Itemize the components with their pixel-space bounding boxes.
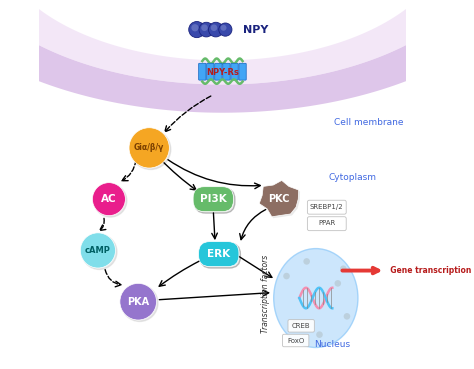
Circle shape	[120, 283, 156, 320]
Text: Giα/β/γ: Giα/β/γ	[134, 144, 164, 152]
Circle shape	[219, 23, 232, 36]
Polygon shape	[261, 182, 300, 218]
Text: ERK: ERK	[207, 249, 230, 259]
Circle shape	[191, 24, 199, 31]
FancyBboxPatch shape	[199, 63, 206, 80]
Circle shape	[130, 129, 171, 169]
Circle shape	[283, 273, 290, 279]
FancyBboxPatch shape	[193, 187, 233, 211]
Circle shape	[199, 22, 214, 37]
FancyBboxPatch shape	[223, 63, 230, 80]
FancyBboxPatch shape	[215, 63, 222, 80]
Text: NPY: NPY	[243, 25, 268, 35]
Circle shape	[80, 233, 116, 268]
FancyBboxPatch shape	[283, 334, 309, 347]
Text: Gene transcription: Gene transcription	[385, 266, 472, 275]
FancyBboxPatch shape	[231, 63, 238, 80]
FancyBboxPatch shape	[207, 63, 214, 80]
FancyBboxPatch shape	[199, 242, 239, 266]
Text: SREBP1/2: SREBP1/2	[310, 204, 344, 210]
Ellipse shape	[273, 249, 358, 348]
FancyBboxPatch shape	[239, 63, 246, 80]
Circle shape	[344, 313, 350, 320]
Text: Cytoplasm: Cytoplasm	[328, 173, 377, 182]
Text: CREB: CREB	[292, 323, 310, 329]
Circle shape	[340, 265, 346, 272]
Circle shape	[121, 285, 158, 321]
Circle shape	[303, 258, 310, 265]
Text: Nucleus: Nucleus	[314, 340, 350, 349]
FancyBboxPatch shape	[195, 188, 235, 213]
FancyBboxPatch shape	[308, 200, 346, 214]
Text: Cell membrane: Cell membrane	[334, 118, 404, 127]
Circle shape	[189, 21, 205, 38]
Text: PKC: PKC	[268, 194, 290, 204]
Text: PKA: PKA	[127, 297, 149, 307]
Circle shape	[92, 183, 126, 215]
Circle shape	[220, 25, 227, 31]
Circle shape	[82, 234, 117, 269]
FancyBboxPatch shape	[200, 243, 240, 268]
Text: Transcription factors: Transcription factors	[261, 255, 270, 334]
Circle shape	[316, 331, 323, 338]
Text: PPAR: PPAR	[318, 220, 336, 226]
Polygon shape	[259, 180, 299, 217]
Circle shape	[209, 22, 223, 37]
FancyBboxPatch shape	[288, 320, 314, 332]
Circle shape	[201, 24, 208, 31]
Circle shape	[335, 280, 341, 287]
Text: AC: AC	[101, 194, 117, 204]
Circle shape	[94, 184, 127, 217]
Polygon shape	[0, 0, 474, 85]
Polygon shape	[0, 0, 474, 113]
Text: cAMP: cAMP	[85, 246, 111, 255]
Circle shape	[211, 24, 217, 31]
Circle shape	[129, 128, 169, 168]
Text: NPY-Rs: NPY-Rs	[206, 68, 239, 77]
Text: PI3K: PI3K	[200, 194, 227, 204]
Circle shape	[291, 320, 297, 327]
FancyBboxPatch shape	[308, 217, 346, 231]
Text: FoxO: FoxO	[287, 338, 304, 344]
